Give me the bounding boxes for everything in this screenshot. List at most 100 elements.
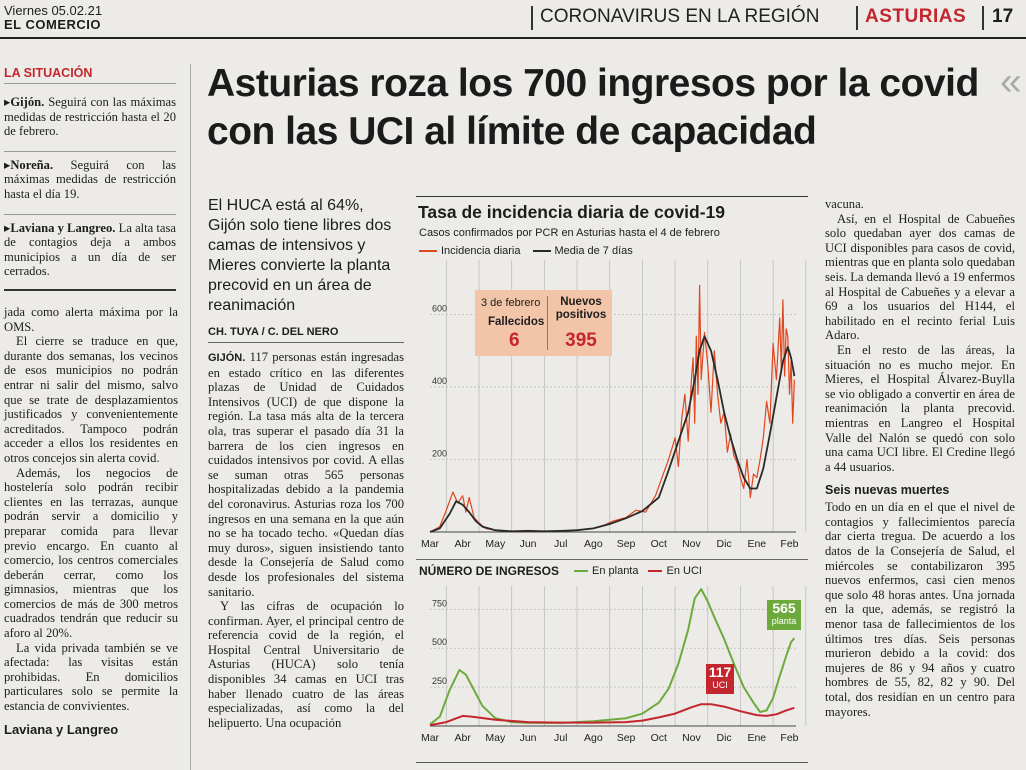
x-tick-label: Ene [747, 538, 766, 550]
header-rule [0, 37, 1026, 39]
x-tick-label: Jul [554, 732, 567, 744]
chart2-legend: En planta En UCI [574, 565, 702, 577]
chart2-title: NÚMERO DE INGRESOS [419, 564, 560, 578]
legend-swatch [648, 570, 663, 572]
x-tick-label: Abr [455, 732, 472, 744]
headline: Asturias roza los 700 ingresos por la co… [207, 62, 979, 153]
byline: CH. TUYA / C. DEL NERO [208, 326, 339, 338]
page-date: Viernes 05.02.21 [4, 3, 103, 18]
legend-uci: En UCI [648, 565, 702, 577]
subhead: Laviana y Langreo [4, 721, 119, 737]
chart-frame-top [416, 196, 808, 197]
x-tick-label: Jul [554, 538, 567, 550]
box-cases-value: 395 [565, 330, 597, 351]
x-tick-label: Oct [651, 732, 667, 744]
x-tick-label: Ago [584, 732, 603, 744]
newspaper-name: EL COMERCIO [4, 17, 101, 32]
x-tick-label: Nov [682, 732, 701, 744]
x-tick-label: Abr [455, 538, 472, 550]
x-tick-label: May [485, 732, 506, 744]
legend-media: Media de 7 días [532, 245, 633, 257]
y-tick-label: 750 [432, 598, 447, 608]
box-deaths-value: 6 [509, 330, 520, 351]
region-label: ASTURIAS [865, 6, 967, 27]
paragraph: En el resto de las áreas, la situación n… [825, 342, 1015, 474]
sidebar-items: ▸Gijón. Seguirá con las máximas medidas … [4, 95, 176, 279]
paragraph: jada como alerta máxima por la OMS. [4, 305, 178, 334]
chart-legend: Incidencia diaria Media de 7 días [419, 245, 633, 257]
byline-rule [208, 342, 404, 343]
standfirst: El HUCA está al 64%, Gijón solo tiene li… [208, 197, 392, 314]
paragraph: Y las cifras de ocupación lo confirman. … [208, 599, 404, 730]
label-planta-value: 565 [772, 600, 796, 616]
section-title: CORONAVIRUS EN LA REGIÓN [540, 6, 820, 27]
x-tick-label: Feb [780, 538, 798, 550]
sidebar-item: ▸Noreña. Seguirá con las máximas medidas… [4, 157, 176, 201]
deaths-cases-box: 3 de febrero Fallecidos 6 Nuevos positiv… [475, 290, 612, 356]
label-planta: 565 planta [767, 600, 801, 630]
legend-swatch [419, 250, 437, 252]
next-article-bleed: « [1000, 60, 1022, 103]
label-uci-text: UCI [712, 680, 728, 690]
y-tick-label: 200 [432, 448, 447, 458]
column-2: GIJÓN. 117 personas están ingresadas en … [208, 350, 404, 730]
y-tick-label: 400 [432, 376, 447, 386]
y-tick-label: 500 [432, 637, 447, 647]
legend-swatch [532, 250, 551, 252]
admissions-chart: 250 500 750 Mar Abr May Jun Jul Ago Sep Oct Nov Dic E… [421, 586, 807, 744]
header-divider-a [531, 6, 533, 30]
label-planta-text: planta [771, 616, 797, 626]
sidebar-bottom-rule [4, 289, 176, 291]
series-line-1 [429, 703, 795, 727]
label-uci: 117 UCI [706, 664, 734, 694]
chart2-frame-top [416, 559, 808, 560]
legend-planta: En planta [574, 565, 638, 577]
header-divider-b [856, 6, 858, 30]
sidebar-title-rule [4, 83, 176, 84]
x-tick-label: Nov [682, 538, 701, 550]
box-cases-label: Nuevos positivos [555, 296, 607, 321]
sidebar-item: ▸Laviana y Langreo. La alta tasa de cont… [4, 220, 176, 279]
x-tick-label: Ago [584, 538, 603, 550]
label-uci-value: 117 [708, 664, 732, 680]
series-line-1 [429, 335, 796, 533]
paragraph: Así, en el Hospital de Cabueñes solo que… [825, 211, 1015, 343]
x-tick-label: Dic [717, 538, 732, 550]
sidebar-item: ▸Gijón. Seguirá con las máximas medidas … [4, 95, 176, 139]
x-tick-label: Sep [617, 732, 636, 744]
dateline: GIJÓN. [208, 352, 246, 364]
x-tick-label: Feb [780, 732, 798, 744]
y-tick-label: 250 [432, 676, 447, 686]
x-tick-label: Jun [520, 538, 537, 550]
chart-bottom-rule [416, 762, 808, 763]
chart-title: Tasa de incidencia diaria de covid-19 [418, 202, 726, 222]
paragraph: Además, los negocios de hostelería solo … [4, 465, 178, 641]
x-tick-label: Jun [520, 732, 537, 744]
subhead: Seis nuevas muertes [825, 483, 950, 498]
x-tick-label: Mar [421, 538, 440, 550]
paragraph: La vida privada también se ve afectada: … [4, 640, 178, 714]
paragraph: vacuna. [825, 197, 864, 211]
column-1: jada como alerta máxima por la OMS. El c… [4, 305, 178, 737]
legend-swatch [574, 570, 588, 572]
x-tick-label: Ene [747, 732, 766, 744]
paragraph: GIJÓN. 117 personas están ingresadas en … [208, 350, 404, 599]
legend-incidencia: Incidencia diaria [419, 245, 521, 257]
y-tick-label: 600 [432, 303, 447, 313]
column-4: vacuna. Así, en el Hospital de Cabueñes … [825, 197, 1015, 719]
series-line-0 [429, 588, 796, 726]
x-tick-label: Sep [617, 538, 636, 550]
sidebar-divider [4, 150, 176, 152]
sidebar-title: LA SITUACIÓN [4, 66, 93, 80]
header-divider-c [982, 6, 984, 30]
chart-subtitle: Casos confirmados por PCR en Asturias ha… [419, 227, 720, 239]
paragraph: Todo en un día en el que el nivel de con… [825, 500, 1015, 719]
sidebar-divider [4, 213, 176, 215]
paragraph: El cierre se traduce en que, durante dos… [4, 334, 178, 465]
x-tick-label: Mar [421, 732, 440, 744]
page-number: 17 [992, 6, 1014, 27]
box-date: 3 de febrero [481, 297, 541, 309]
x-tick-label: Dic [717, 732, 732, 744]
column-divider [190, 64, 191, 770]
box-deaths-label: Fallecidos [488, 316, 545, 328]
